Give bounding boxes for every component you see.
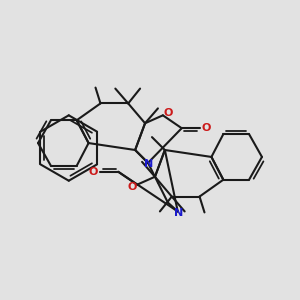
Text: O: O bbox=[128, 182, 137, 192]
Text: N: N bbox=[144, 159, 154, 169]
Text: O: O bbox=[163, 108, 172, 118]
Text: N: N bbox=[174, 208, 183, 218]
Text: O: O bbox=[89, 167, 98, 177]
Text: O: O bbox=[202, 123, 211, 133]
